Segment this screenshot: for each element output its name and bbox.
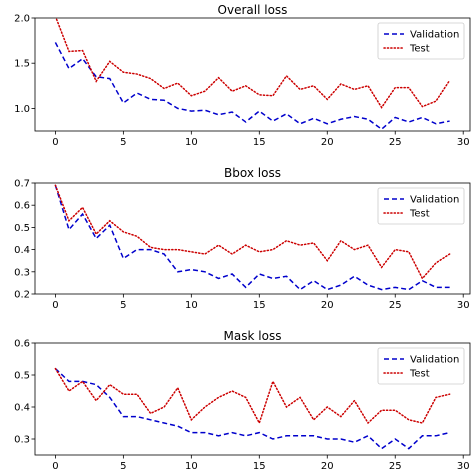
x-tick-label: 10 bbox=[185, 137, 198, 148]
chart-panel-3: Mask loss 0 5 10 15 20 25 30 0.3 0.4 0.5 0.6 Validat… bbox=[14, 329, 471, 472]
y-tick-label: 0.6 bbox=[14, 339, 30, 350]
y-tick-label: 0.4 bbox=[14, 245, 30, 256]
chart-title: Bbox loss bbox=[224, 166, 281, 180]
x-tick-label: 10 bbox=[185, 461, 198, 472]
axes-frame bbox=[34, 182, 471, 295]
legend-label-validation: Validation bbox=[410, 195, 459, 206]
x-tick-label: 10 bbox=[185, 300, 198, 311]
y-tick-label: 0.4 bbox=[14, 403, 30, 414]
series-line-validation bbox=[54, 185, 450, 291]
legend-label-test: Test bbox=[409, 209, 430, 220]
x-tick-label: 20 bbox=[321, 461, 334, 472]
x-tick-label: 25 bbox=[389, 300, 402, 311]
y-tick-label: 0.2 bbox=[14, 290, 30, 301]
x-tick-label: 20 bbox=[321, 300, 334, 311]
axes-frame bbox=[34, 342, 471, 456]
y-tick-label: 0.3 bbox=[14, 267, 30, 278]
x-tick-label: 0 bbox=[52, 300, 58, 311]
x-tick-label: 5 bbox=[120, 461, 126, 472]
legend-box bbox=[377, 347, 465, 385]
legend: Validation Test bbox=[377, 22, 465, 60]
chart-panel-1: Overall loss 0 5 10 15 20 25 30 1.0 1.5 2.0 Validat… bbox=[14, 3, 471, 148]
legend-label-validation: Validation bbox=[410, 30, 459, 41]
x-tick-label: 30 bbox=[457, 137, 470, 148]
y-tick-label: 2.0 bbox=[14, 14, 30, 25]
y-tick-label: 0.3 bbox=[14, 435, 30, 446]
legend-label-test: Test bbox=[409, 369, 430, 380]
x-tick-label: 15 bbox=[253, 461, 266, 472]
axes-frame bbox=[34, 17, 471, 132]
legend-label-test: Test bbox=[409, 44, 430, 55]
x-tick-label: 25 bbox=[389, 137, 402, 148]
x-tick-label: 30 bbox=[457, 300, 470, 311]
legend: Validation Test bbox=[377, 347, 465, 385]
x-tick-label: 20 bbox=[321, 137, 334, 148]
x-tick-label: 15 bbox=[253, 300, 266, 311]
x-tick-label: 5 bbox=[120, 300, 126, 311]
x-tick-label: 0 bbox=[52, 137, 58, 148]
chart-title: Mask loss bbox=[224, 329, 282, 343]
y-tick-label: 1.5 bbox=[14, 59, 30, 70]
series-line-test bbox=[55, 18, 451, 109]
x-tick-label: 30 bbox=[457, 461, 470, 472]
y-tick-label: 0.7 bbox=[14, 179, 30, 190]
chart-panel-2: Bbox loss 0 5 10 15 20 25 30 0.2 0.3 0.4 0.5 0.6 0.7 V… bbox=[14, 166, 471, 311]
legend-box bbox=[377, 187, 465, 225]
x-tick-label: 5 bbox=[120, 137, 126, 148]
x-tick-label: 0 bbox=[52, 461, 58, 472]
chart-title: Overall loss bbox=[218, 3, 288, 17]
series-line-validation bbox=[54, 368, 450, 450]
legend-box bbox=[377, 22, 465, 60]
y-tick-label: 0.5 bbox=[14, 223, 30, 234]
series-line-validation bbox=[54, 42, 450, 131]
y-tick-label: 0.5 bbox=[14, 371, 30, 382]
y-tick-label: 1.0 bbox=[14, 104, 30, 115]
x-tick-label: 15 bbox=[253, 137, 266, 148]
legend-label-validation: Validation bbox=[410, 355, 459, 366]
legend: Validation Test bbox=[377, 187, 465, 225]
series-line-test bbox=[54, 184, 451, 280]
y-tick-label: 0.6 bbox=[14, 201, 30, 212]
x-tick-label: 25 bbox=[389, 461, 402, 472]
series-line-test bbox=[54, 367, 451, 425]
